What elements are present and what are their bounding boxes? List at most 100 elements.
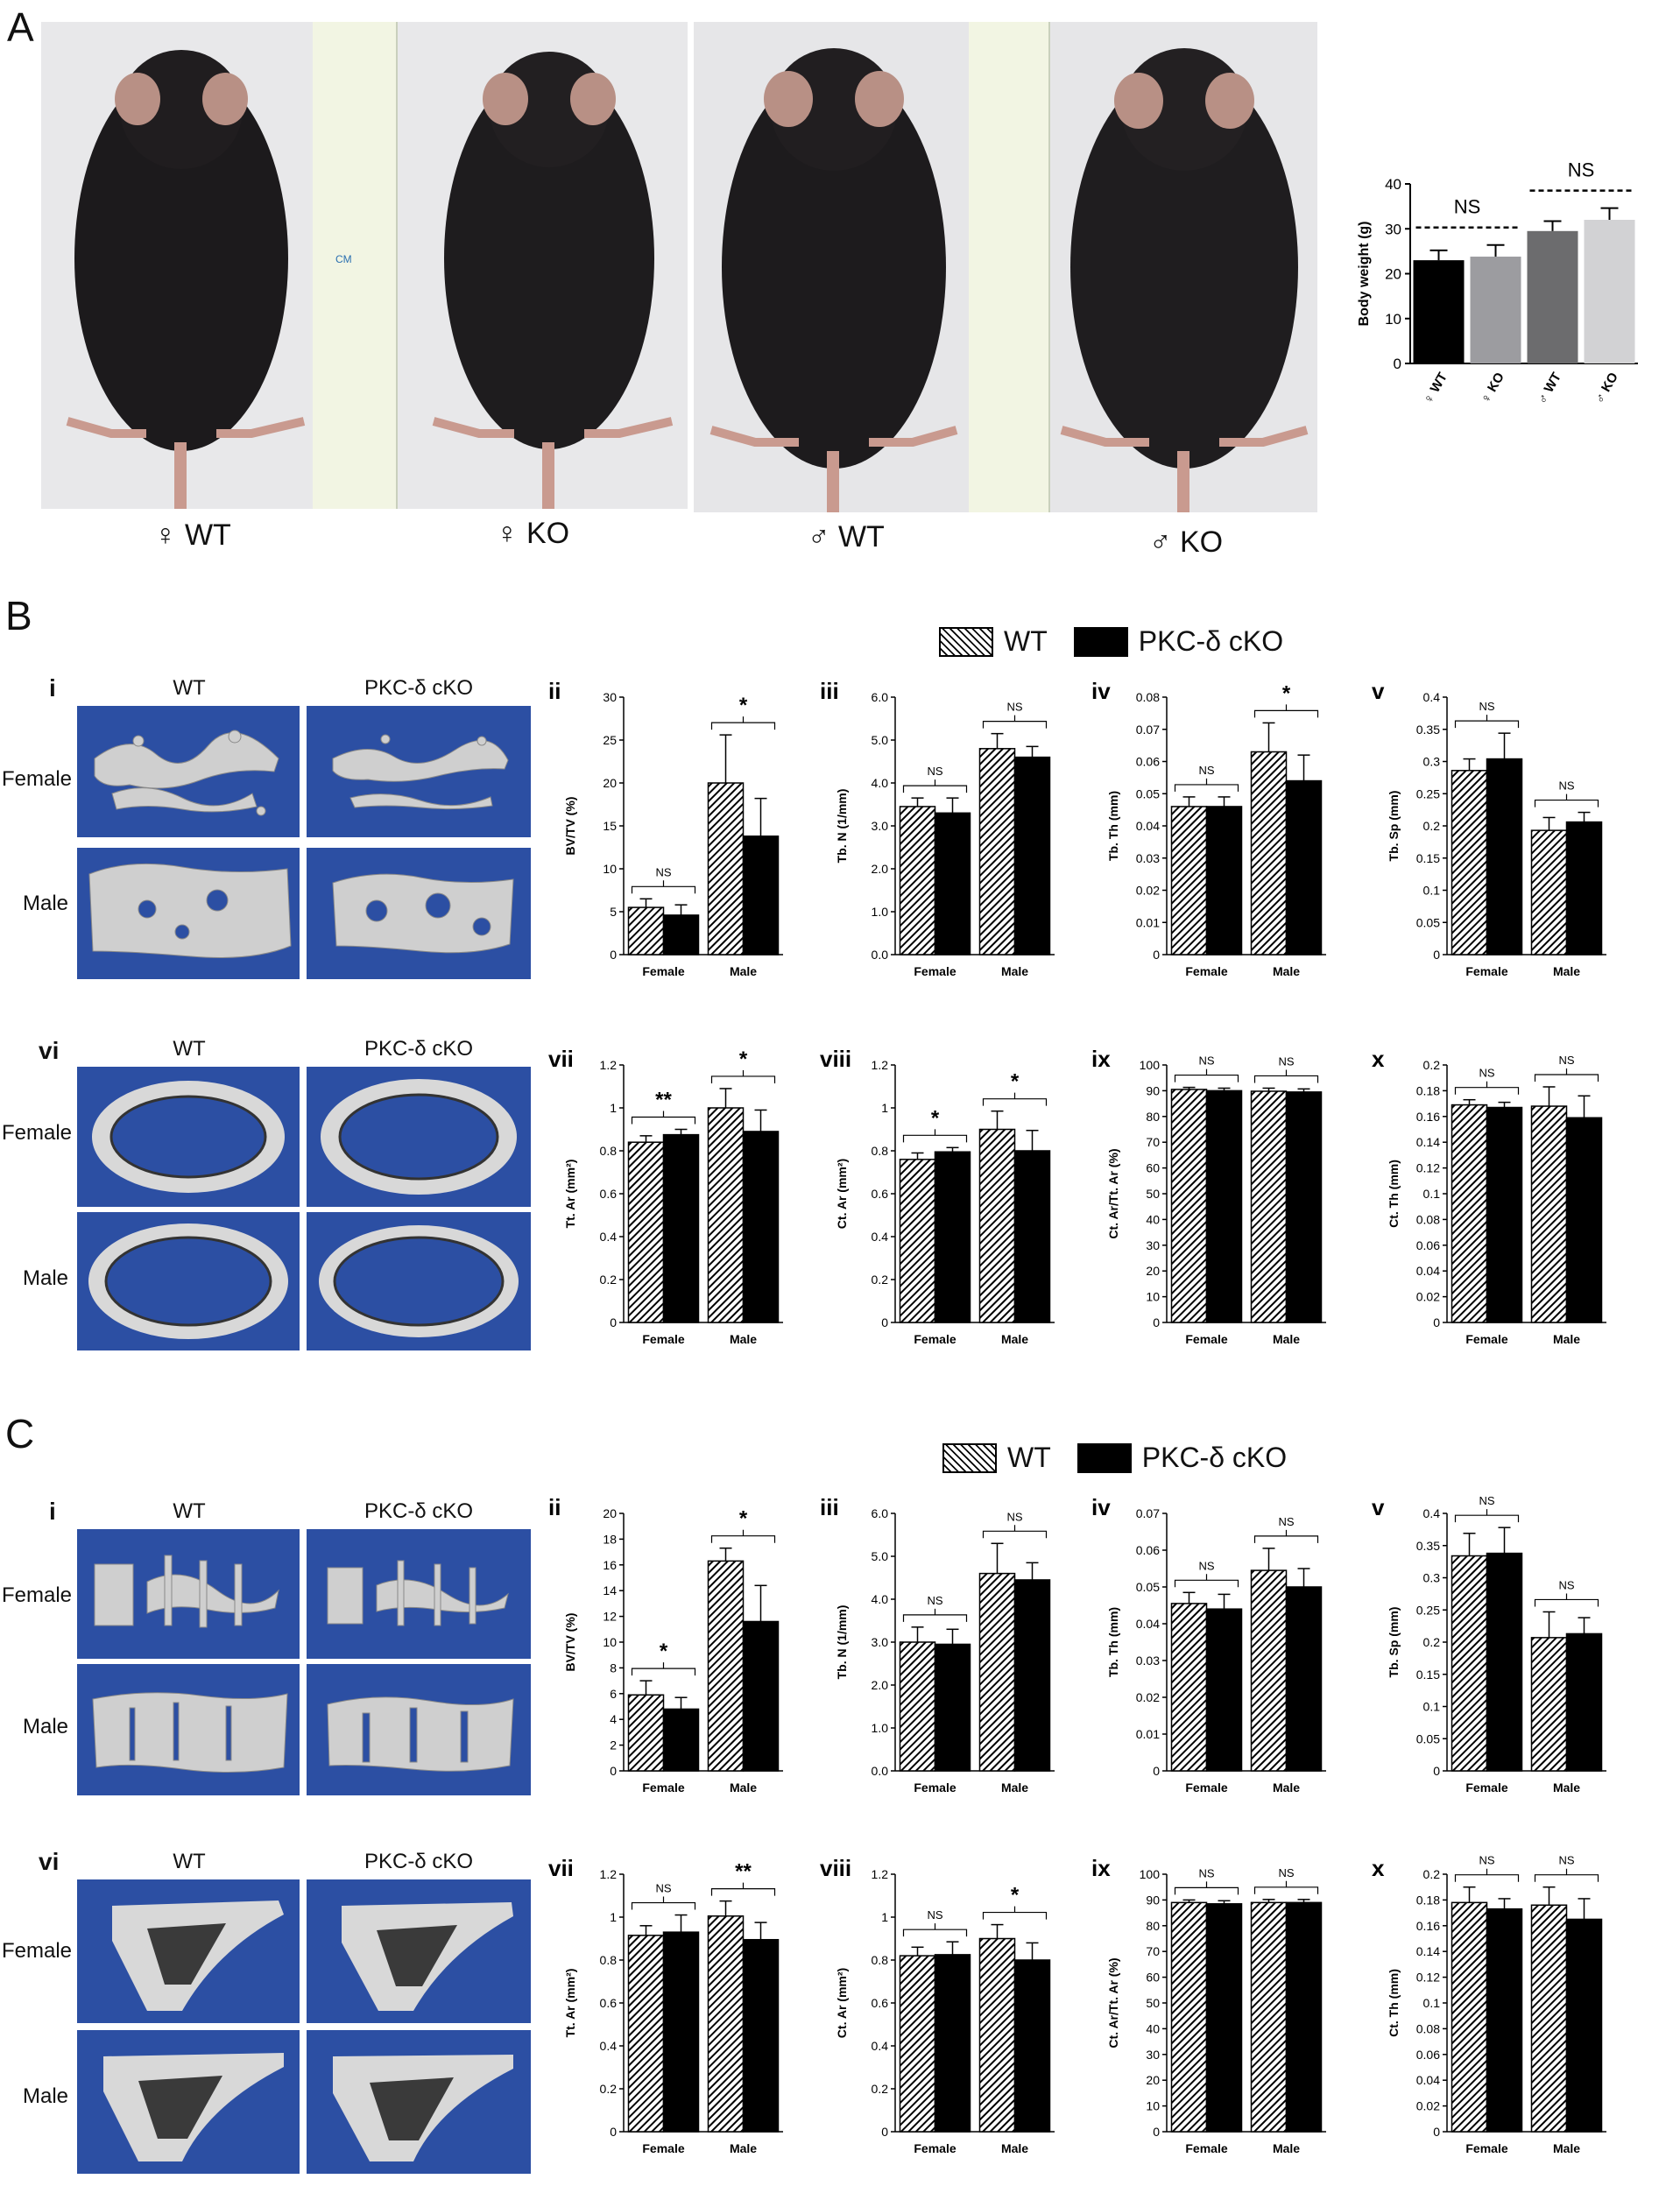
significance-label: NS (1198, 1559, 1214, 1572)
sublabel-b-vi: vi (39, 1037, 60, 1064)
y-tick-label: 16 (603, 1558, 617, 1572)
significance-label: NS (927, 1594, 942, 1607)
significance-bracket (1534, 1068, 1599, 1082)
microct-vertebra-female-cko (307, 1529, 531, 1659)
chart-c-ix-ctar-ttar: ix 0 10 20 30 40 50 60 70 80 90 100 Ct. Ar/Tt. Ar (%… (1091, 1855, 1326, 2155)
significance-label: NS (1479, 1067, 1494, 1080)
significance-label: * (739, 1507, 748, 1531)
significance-bracket (982, 1525, 1048, 1539)
microct-vertebra-cortical-female-wt (77, 1879, 300, 2023)
y-tick-label: 20 (603, 776, 617, 790)
bar-cko (742, 1938, 780, 2133)
bar-wt (707, 1107, 745, 1323)
y-tick-label: 0.1 (1423, 1700, 1441, 1714)
significance-bracket (1174, 1574, 1239, 1588)
y-tick-label: 0.14 (1416, 1944, 1440, 1958)
x-tick-label: ♂ WT (1535, 370, 1564, 407)
bar-wt (978, 1572, 1016, 1772)
y-tick-label: 0.6 (600, 1187, 618, 1201)
y-tick-label: 0.02 (1136, 884, 1160, 898)
y-tick-label: 0 (610, 1315, 617, 1329)
legend-cko-label: PKC-δ cKO (1138, 625, 1284, 657)
y-tick-label: 40 (1146, 2021, 1160, 2035)
bar-cko (1285, 1901, 1323, 2133)
significance-label: NS (1558, 779, 1574, 793)
significance-bracket (1534, 1868, 1599, 1882)
bar-cko (1013, 1959, 1051, 2133)
significance-bracket (982, 1906, 1048, 1920)
bar-wt (1250, 1901, 1288, 2133)
y-tick-label: 10 (1385, 311, 1401, 328)
y-tick-label: 2.0 (872, 862, 889, 876)
row-label-female: Female (2, 1939, 73, 1963)
y-tick-label: 15 (603, 819, 617, 833)
significance-label: * (1282, 681, 1291, 705)
microct-vertebra-male-wt (77, 1664, 300, 1795)
y-tick-label: 0.18 (1416, 1893, 1440, 1907)
y-tick-label: 40 (1146, 1212, 1160, 1226)
significance-bracket (710, 1529, 776, 1543)
significance-label: NS (1454, 196, 1481, 218)
y-tick-label: 0.2 (872, 2082, 889, 2096)
bar-cko (662, 1133, 700, 1323)
y-tick-label: 4 (610, 1712, 617, 1726)
significance-label: NS (655, 865, 671, 878)
x-tick-label: Male (730, 1332, 757, 1346)
y-tick-label: 0.04 (1416, 1264, 1440, 1278)
y-tick-label: 0.14 (1416, 1135, 1440, 1149)
bar-cko (742, 1131, 780, 1323)
y-tick-label: 0.07 (1136, 723, 1160, 737)
y-tick-label: 30 (1146, 1238, 1160, 1252)
bar-cko (742, 836, 780, 955)
y-tick-label: 8 (610, 1661, 617, 1675)
y-tick-label: 60 (1146, 1971, 1160, 1985)
bar (1584, 220, 1635, 363)
y-tick-label: 0 (1433, 2125, 1440, 2139)
x-tick-label: Female (1465, 1332, 1507, 1346)
sub-panel-label: v (1372, 678, 1385, 704)
y-tick-label: 0.06 (1416, 1238, 1440, 1252)
x-tick-label: Male (1553, 964, 1580, 978)
x-tick-label: Male (1553, 1781, 1580, 1795)
x-tick-label: Male (1001, 1332, 1028, 1346)
y-tick-label: 2.0 (872, 1678, 889, 1692)
sublabel-c-i: i (49, 1498, 56, 1525)
bar-cko (1486, 1106, 1523, 1323)
x-tick-label: Male (1273, 1781, 1300, 1795)
y-tick-label: 0.06 (1136, 1543, 1160, 1557)
y-tick-label: 0.02 (1416, 2099, 1440, 2113)
y-tick-label: 0.05 (1136, 786, 1160, 800)
y-tick-label: 0.2 (1423, 1867, 1441, 1881)
significance-label: * (931, 1106, 940, 1130)
y-tick-label: 0 (610, 1764, 617, 1778)
significance-bracket (1534, 1593, 1599, 1607)
y-tick-label: 0.2 (1423, 1635, 1441, 1649)
microct-cortical-female-wt (77, 1067, 300, 1207)
bar-cko (934, 1954, 971, 2133)
significance-label: NS (1558, 1054, 1574, 1067)
x-tick-label: Male (1273, 2141, 1300, 2155)
bar-cko (1486, 758, 1523, 955)
chart-c-x-ctth: x 0 0.02 0.04 0.06 0.08 0.1 0.12 0.14 0.16 0.18 0.2… (1372, 1854, 1606, 2155)
caption-female-wt: ♀ WT (154, 518, 231, 552)
y-tick-label: 1 (610, 1910, 617, 1924)
x-tick-label: Male (1553, 1332, 1580, 1346)
bar-wt (1530, 829, 1568, 955)
bar-wt (978, 1937, 1016, 2133)
bar-wt (899, 806, 936, 955)
panel-label-c: C (5, 1411, 35, 1456)
y-tick-label: 0.1 (1423, 1187, 1441, 1201)
legend-c: WT PKC-δ cKO (942, 1442, 1313, 1474)
render-header-wt: WT (173, 1850, 206, 1873)
bar-cko (1486, 1907, 1523, 2133)
legend-wt-label: WT (1007, 1442, 1051, 1473)
y-tick-label: 0.3 (1423, 1571, 1441, 1585)
significance-bracket (631, 1111, 696, 1125)
significance-bracket (1253, 1529, 1319, 1543)
y-tick-label: 1.2 (872, 1058, 889, 1072)
sub-panel-label: x (1372, 1855, 1385, 1881)
y-tick-label: 0.15 (1416, 1668, 1440, 1682)
significance-label: NS (1198, 764, 1214, 777)
significance-bracket (710, 1882, 776, 1896)
